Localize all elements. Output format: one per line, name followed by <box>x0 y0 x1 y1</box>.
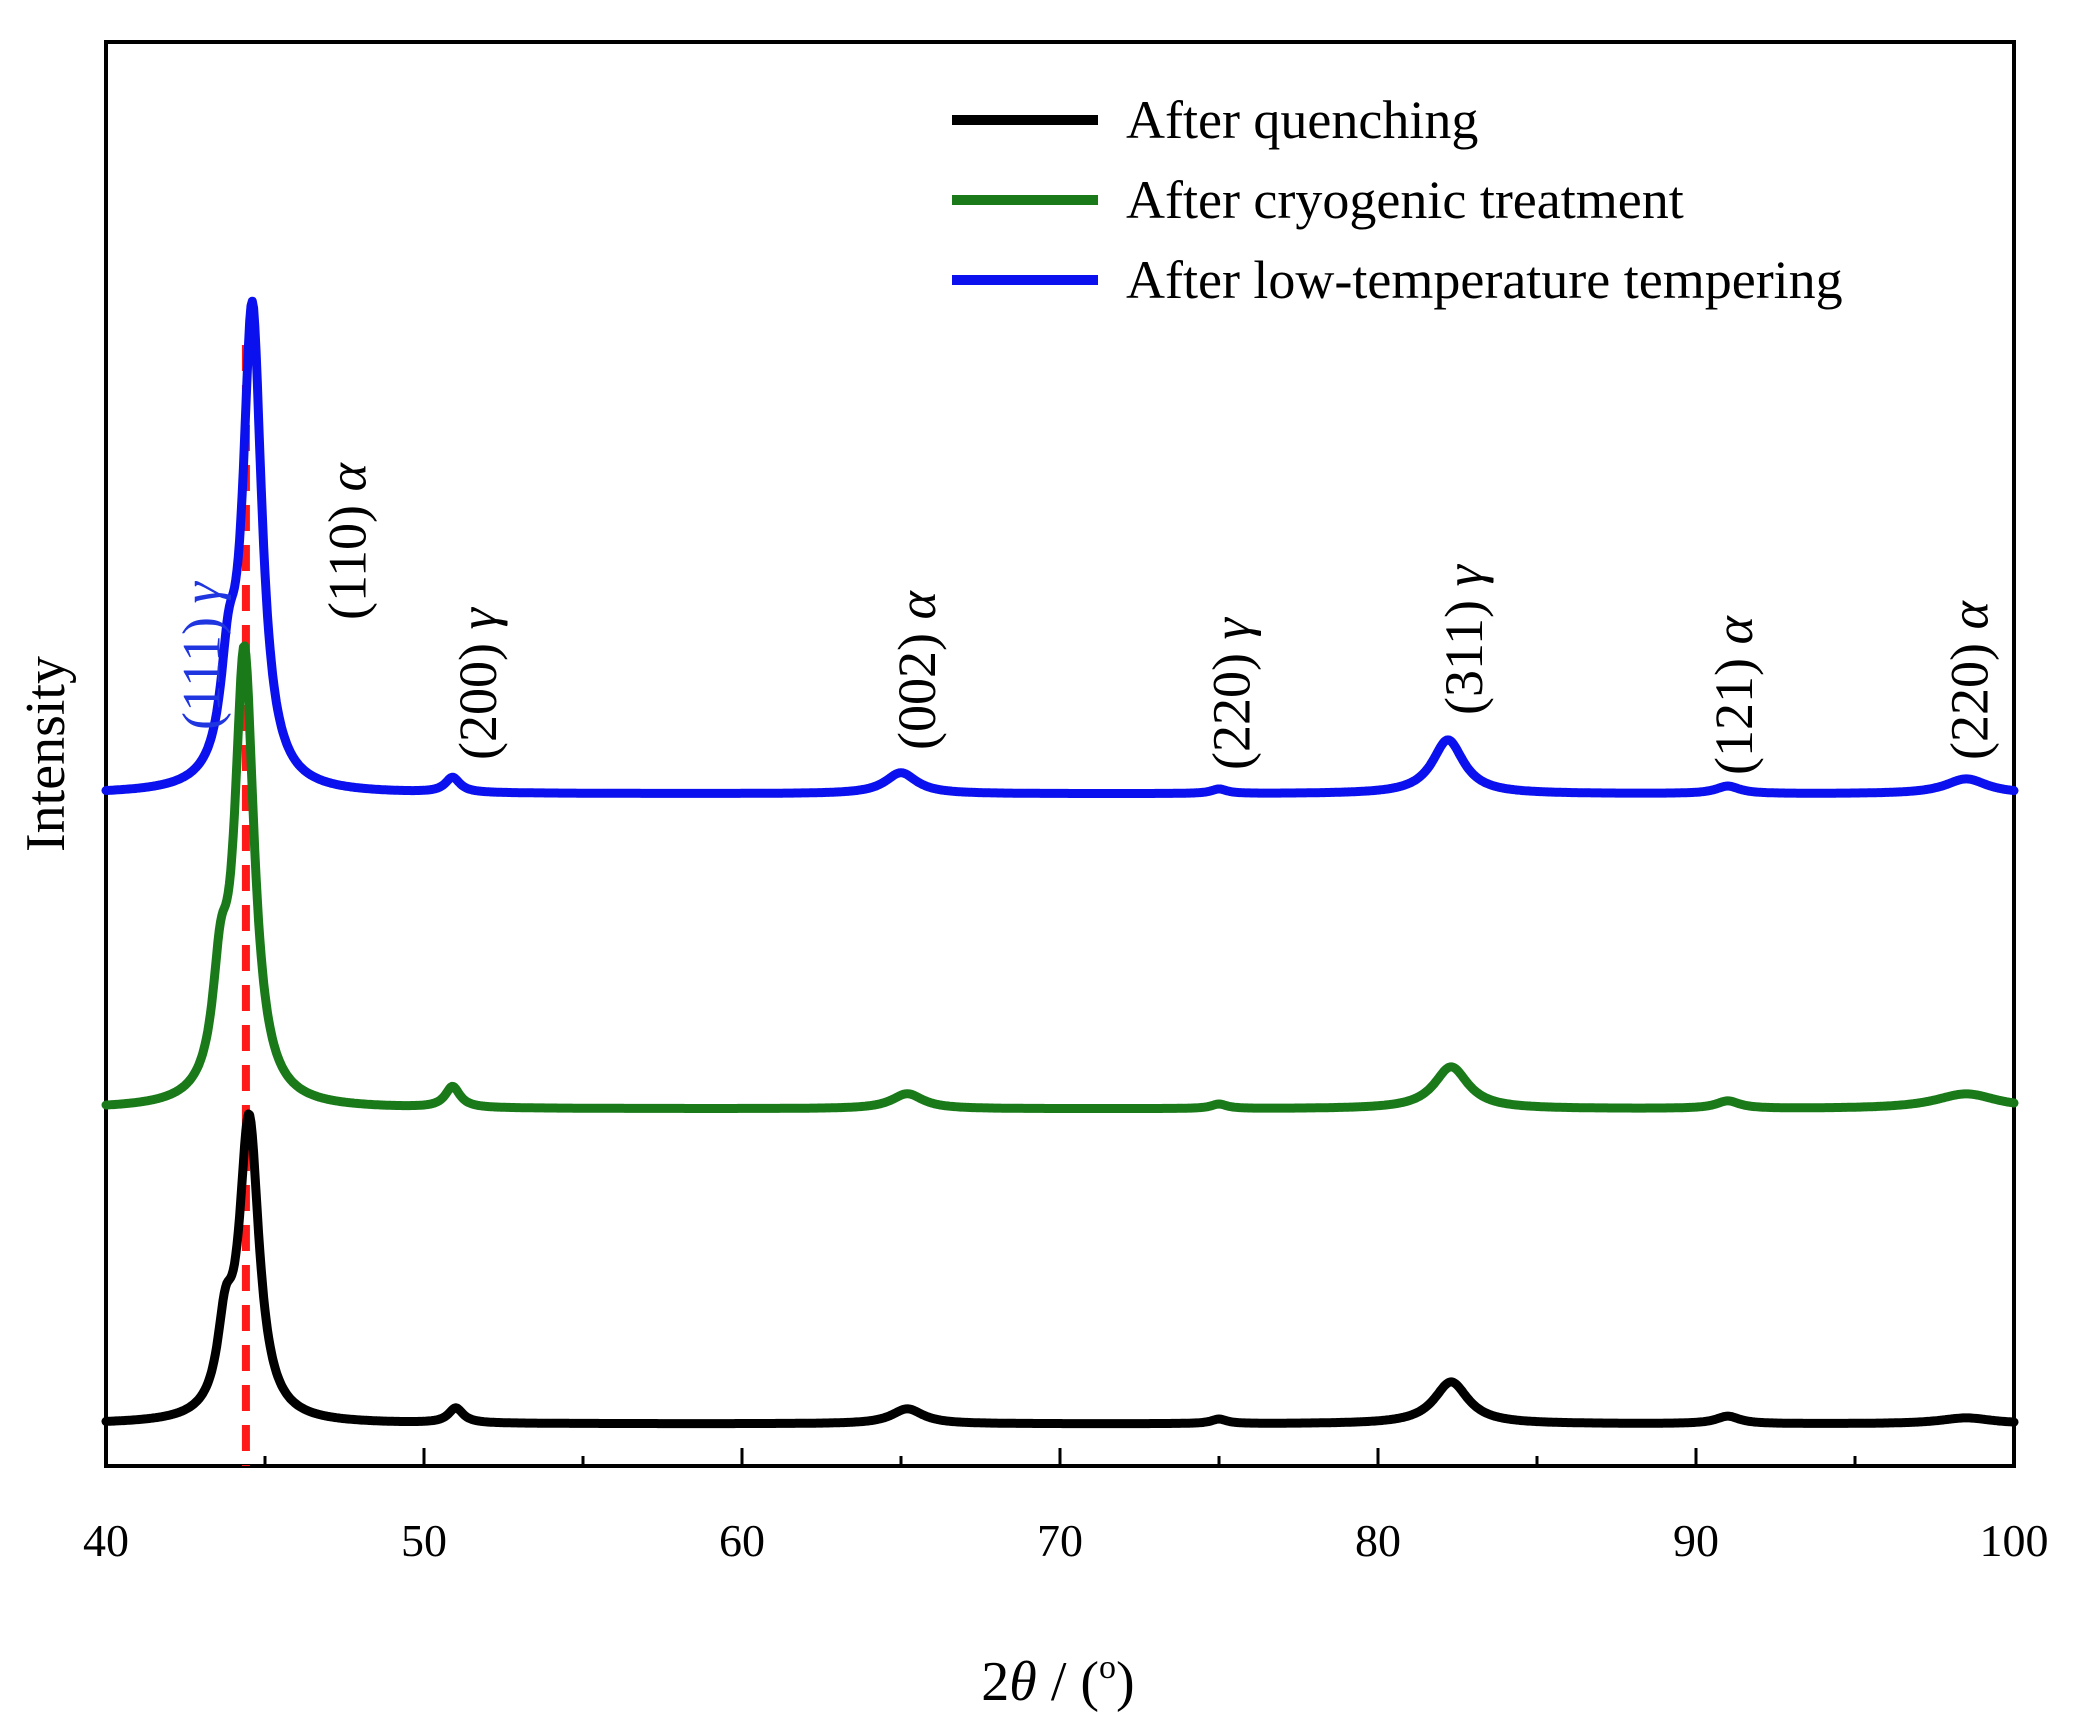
legend-label: After quenching <box>1126 90 1478 150</box>
svg-text:(220) γ: (220) γ <box>1202 617 1262 770</box>
svg-text:(220) α: (220) α <box>1940 600 2000 760</box>
x-tick-label: 40 <box>83 1515 129 1566</box>
peak-label: (111) γ <box>171 581 231 730</box>
y-axis-title: Intensity <box>15 656 77 852</box>
legend-label: After low-temperature tempering <box>1126 250 1843 310</box>
svg-text:(002) α: (002) α <box>887 590 947 750</box>
svg-text:(311) γ: (311) γ <box>1434 564 1494 715</box>
peak-labels-group: (111) γ (110) α (200) γ (002) α (220) γ (311)… <box>171 462 1999 775</box>
series-group <box>101 296 2019 1429</box>
series-line-0 <box>101 1109 2019 1429</box>
legend-label: After cryogenic treatment <box>1126 170 1684 230</box>
x-tick-label: 70 <box>1037 1515 1083 1566</box>
svg-text:(200) γ: (200) γ <box>448 607 508 760</box>
x-tick-label: 80 <box>1355 1515 1401 1566</box>
x-axis-title: 2θ / (o) <box>981 1649 1134 1713</box>
x-ticks-group: 40 50 60 70 80 90 100 <box>83 1448 2049 1566</box>
x-tick-label: 100 <box>1980 1515 2049 1566</box>
x-tick-label: 60 <box>719 1515 765 1566</box>
x-tick-label: 90 <box>1673 1515 1719 1566</box>
svg-text:(111) γ: (111) γ <box>171 581 231 730</box>
peak-label: (200) γ <box>448 607 508 760</box>
x-tick-label: 50 <box>401 1515 447 1566</box>
peak-label: (121) α <box>1704 615 1764 775</box>
series-line-1 <box>101 641 2019 1113</box>
peak-label: (110) α <box>318 462 378 620</box>
peak-label: (220) α <box>1940 600 2000 760</box>
svg-text:(121) α: (121) α <box>1704 615 1764 775</box>
svg-text:(110) α: (110) α <box>318 462 378 620</box>
peak-label: (311) γ <box>1434 564 1494 715</box>
series-line-2 <box>101 296 2019 798</box>
legend: After quenching After cryogenic treatment… <box>952 90 1843 310</box>
peak-label: (220) γ <box>1202 617 1262 770</box>
peak-label: (002) α <box>887 590 947 750</box>
